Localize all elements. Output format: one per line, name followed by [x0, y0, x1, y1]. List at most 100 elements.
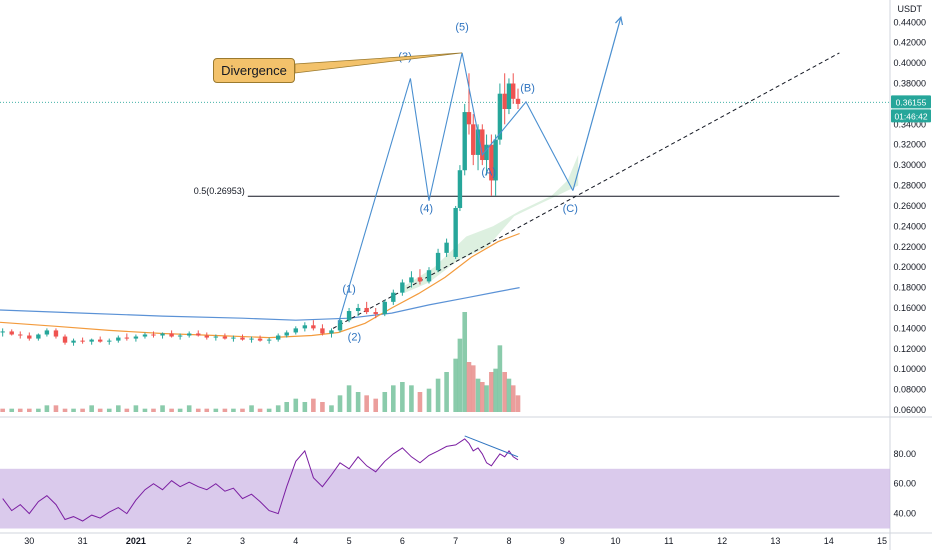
time-tick-label: 9: [560, 536, 565, 546]
countdown-badge: [891, 109, 931, 123]
volume-bar: [151, 408, 156, 412]
cloud-shading: [405, 154, 579, 293]
candle-body: [409, 277, 414, 283]
candle-body: [515, 98, 521, 104]
candle-body: [511, 83, 516, 99]
volume-bar: [329, 405, 334, 412]
candle-body: [0, 331, 5, 333]
volume-bar: [275, 405, 281, 412]
time-tick-label: 31: [78, 536, 88, 546]
time-tick-label: 5: [347, 536, 352, 546]
candle-body: [151, 334, 156, 336]
candle-body: [36, 334, 41, 339]
ma-orange-line: [0, 232, 520, 339]
volume-bar: [266, 408, 272, 412]
volume-bar: [213, 408, 219, 412]
volume-bar: [169, 408, 174, 412]
price-tick-label: 0.22000: [893, 242, 926, 252]
volume-bar: [133, 405, 139, 412]
fib-level-label: 0.5(0.26953): [194, 186, 245, 196]
volume-bar: [249, 405, 254, 412]
volume-bar: [453, 358, 458, 412]
candle-body: [27, 335, 32, 339]
current-price-badge: [891, 95, 931, 109]
volume-bar: [160, 405, 165, 412]
candle-body: [62, 336, 68, 343]
volume-bar: [97, 408, 103, 412]
price-tick-label: 0.44000: [893, 17, 926, 27]
volume-bar: [409, 385, 414, 412]
price-axis-unit: USDT: [898, 4, 923, 14]
volume-bar: [240, 408, 245, 412]
candle-body: [89, 339, 94, 342]
candle-body: [444, 242, 449, 253]
projection-arrowhead: [615, 15, 624, 26]
wave-label-wA: (A): [481, 166, 496, 178]
volume-bar: [284, 402, 290, 412]
candle-body: [249, 338, 254, 340]
price-tick-label: 0.42000: [893, 38, 926, 48]
volume-bar: [457, 338, 463, 412]
volume-bar: [0, 408, 5, 412]
candle-body: [311, 325, 316, 329]
volume-bar: [510, 385, 516, 412]
time-tick-label: 10: [611, 536, 621, 546]
volume-bar: [53, 405, 59, 412]
volume-bar: [475, 378, 481, 412]
price-tick-label: 0.08000: [893, 385, 926, 395]
volume-bar: [382, 392, 388, 412]
candle-body: [186, 333, 192, 336]
rsi-line: [2, 438, 519, 522]
volume-bar: [89, 405, 94, 412]
countdown-badge-text: 01:46:42: [894, 111, 927, 121]
wave-label-w2: (2): [348, 332, 361, 344]
volume-bar: [311, 398, 316, 412]
time-tick-label: 3: [240, 536, 245, 546]
volume-bar: [177, 408, 183, 412]
volume-bar: [186, 405, 192, 412]
time-tick-label: 8: [506, 536, 511, 546]
candle-body: [107, 340, 112, 342]
candle-body: [222, 336, 228, 339]
candle-body: [480, 129, 485, 161]
volume-bar: [480, 382, 485, 412]
volume-bar: [302, 402, 308, 412]
candle-body: [364, 307, 369, 313]
candle-body: [124, 337, 130, 339]
candle-body: [231, 337, 236, 339]
volume-bar: [9, 408, 15, 412]
volume-bar: [124, 408, 130, 412]
rsi-tick-label: 40.00: [893, 509, 916, 519]
candle-body: [462, 112, 467, 171]
elliott-impulse-path: [337, 52, 463, 324]
candle-body: [44, 330, 50, 335]
candle-body: [240, 337, 245, 340]
volume-bar: [17, 408, 23, 412]
time-tick-label: 15: [877, 536, 887, 546]
candle-body: [133, 336, 139, 339]
wave-label-w1: (1): [342, 284, 355, 296]
volume-bar: [470, 365, 476, 412]
candle-body: [204, 335, 209, 338]
time-tick-label: 4: [293, 536, 298, 546]
volume-bar: [435, 378, 441, 412]
time-tick-label: 13: [770, 536, 780, 546]
trendline: [332, 52, 840, 329]
candle-body: [257, 338, 263, 341]
elliott-projection-path: [572, 17, 622, 191]
price-tick-label: 0.38000: [893, 79, 926, 89]
candle-body: [302, 325, 308, 329]
candle-body: [355, 307, 361, 312]
wave-label-w5: (5): [455, 21, 468, 33]
candle-body: [417, 277, 423, 282]
volume-bar: [71, 408, 76, 412]
volume-bar: [364, 395, 369, 412]
candle-body: [320, 328, 325, 334]
price-tick-label: 0.30000: [893, 160, 926, 170]
candle-body: [453, 207, 458, 257]
candle-body: [142, 334, 148, 337]
volume-bar: [257, 408, 263, 412]
volume-bar: [417, 392, 423, 412]
price-tick-label: 0.18000: [893, 283, 926, 293]
